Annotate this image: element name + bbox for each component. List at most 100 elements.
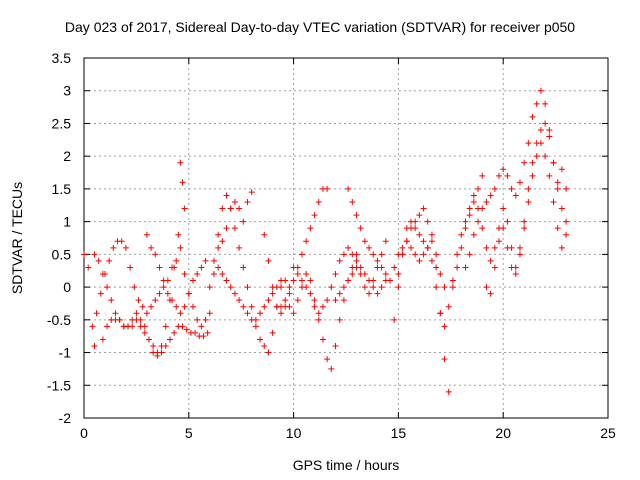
data-point (479, 225, 486, 232)
data-point (223, 277, 230, 284)
data-point (533, 100, 540, 107)
data-point (428, 231, 435, 238)
data-point (370, 284, 377, 291)
data-point (252, 316, 259, 323)
data-point (529, 172, 536, 179)
data-point (563, 218, 570, 225)
data-point (85, 264, 92, 271)
x-tick-label: 5 (185, 425, 193, 441)
data-point (252, 323, 259, 330)
data-point (192, 329, 199, 336)
data-point (210, 271, 217, 277)
data-point (286, 290, 293, 297)
data-point (210, 257, 217, 264)
y-tick-label: 2.5 (52, 115, 72, 131)
data-point (181, 205, 188, 212)
data-point (215, 264, 222, 271)
data-point (137, 323, 144, 330)
data-point (512, 271, 519, 277)
grid (84, 58, 608, 418)
data-point (491, 264, 498, 271)
plot-frame (83, 57, 609, 419)
data-point (437, 271, 444, 277)
data-point (374, 257, 381, 264)
data-point (248, 303, 255, 310)
data-point (110, 244, 117, 251)
data-point (181, 271, 188, 277)
series-track-8 (261, 185, 331, 317)
data-point (345, 277, 352, 284)
data-point (454, 264, 461, 271)
data-point (206, 310, 213, 317)
data-point (345, 185, 352, 192)
data-point (391, 264, 398, 271)
data-point (466, 251, 473, 258)
data-point (479, 172, 486, 179)
data-point (129, 323, 136, 330)
data-point (449, 277, 456, 284)
data-point (332, 271, 339, 277)
data-point (127, 264, 134, 271)
data-point (81, 251, 87, 258)
data-point (516, 244, 523, 251)
data-point (558, 205, 565, 212)
data-points (81, 87, 570, 395)
data-point (462, 225, 469, 232)
data-point (332, 297, 339, 304)
data-point (340, 297, 347, 304)
series-track-13 (391, 172, 486, 330)
data-point (550, 199, 557, 205)
data-point (244, 199, 251, 205)
data-point (177, 310, 184, 317)
data-point (336, 290, 343, 297)
data-point (546, 133, 553, 140)
data-point (236, 205, 243, 212)
data-point (152, 297, 159, 304)
data-point (349, 199, 356, 205)
data-point (470, 231, 477, 238)
y-axis-label: SDTVAR / TECUs (9, 181, 25, 295)
data-point (382, 238, 389, 245)
data-point (340, 284, 347, 291)
series-track-11 (345, 185, 389, 277)
data-point (202, 257, 209, 264)
data-point (231, 225, 238, 232)
data-point (433, 264, 440, 271)
data-point (487, 257, 494, 264)
data-point (508, 244, 515, 251)
data-point (433, 251, 440, 258)
data-point (378, 264, 385, 271)
data-point (324, 356, 331, 363)
data-point (91, 251, 98, 258)
data-point (563, 231, 570, 238)
data-point (340, 251, 347, 258)
data-point (387, 277, 394, 284)
data-point (366, 290, 373, 297)
data-point (116, 316, 123, 323)
data-point (227, 205, 234, 212)
data-point (154, 352, 161, 359)
data-point (525, 140, 532, 147)
data-point (171, 329, 178, 336)
data-point (433, 284, 440, 291)
data-point (428, 257, 435, 264)
data-point (303, 284, 310, 291)
data-point (122, 244, 129, 251)
series-track-10 (290, 238, 389, 317)
data-point (194, 271, 201, 277)
data-point (366, 244, 373, 251)
data-point (194, 316, 201, 323)
data-point (483, 199, 490, 205)
data-point (353, 257, 360, 264)
data-point (470, 199, 477, 205)
data-point (504, 172, 511, 179)
series-track-15 (387, 238, 452, 395)
data-point (454, 251, 461, 258)
data-point (282, 297, 289, 304)
y-tick-label: -1 (59, 345, 72, 361)
data-point (298, 251, 305, 258)
data-point (143, 310, 150, 317)
data-point (487, 290, 494, 297)
series-track-17 (462, 87, 570, 271)
data-point (496, 172, 503, 179)
